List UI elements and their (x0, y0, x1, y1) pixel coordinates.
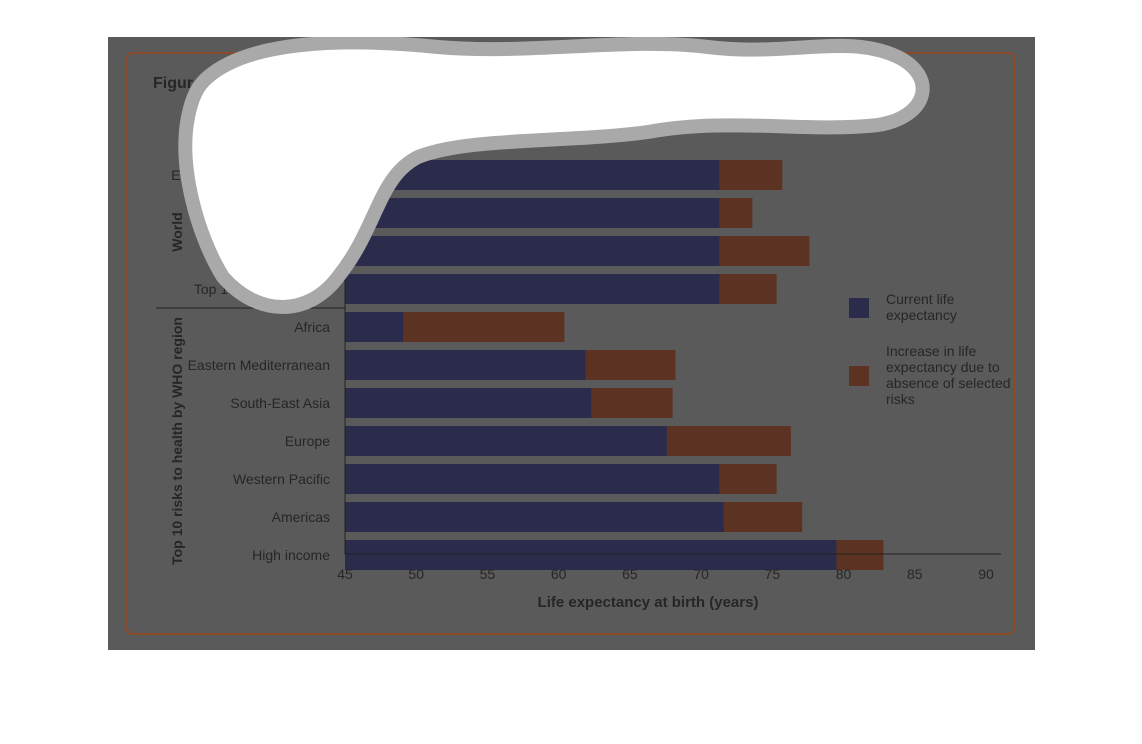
category-label: Western Pacific (233, 471, 330, 487)
bar-increase (719, 160, 783, 190)
category-label: All 24 risks (262, 243, 330, 259)
bar-increase (719, 198, 753, 228)
category-label: Eight cardiovascular risks (171, 167, 330, 183)
category-label: South-East Asia (230, 395, 330, 411)
x-tick-label: 75 (765, 566, 781, 582)
x-tick-label: 60 (551, 566, 567, 582)
bar-increase (719, 236, 810, 266)
bar-increase (591, 388, 673, 418)
bar-current (345, 350, 586, 380)
bar-current (345, 160, 720, 190)
x-tick-label: 85 (907, 566, 923, 582)
x-tick-label: 45 (337, 566, 353, 582)
legend-swatch (849, 366, 869, 386)
bar-current (345, 502, 724, 532)
category-label: Africa (294, 319, 330, 335)
category-label: Eastern Mediterranean (188, 357, 330, 373)
category-label: Top 10 risks by region (194, 281, 330, 297)
bar-current (345, 426, 667, 456)
x-tick-label: 55 (480, 566, 496, 582)
bar-current (345, 388, 592, 418)
x-tick-label: 70 (693, 566, 709, 582)
bar-current (345, 464, 720, 494)
category-label: Seven child risks (225, 205, 330, 221)
bar-current (345, 236, 720, 266)
bar-increase (403, 312, 565, 342)
category-label: Europe (285, 433, 330, 449)
figure-page: Figure 13: Potential gain in life expect… (108, 37, 1035, 650)
x-axis-title: Life expectancy at birth (years) (538, 594, 759, 611)
legend-label: Current life expectancy (886, 291, 957, 323)
group-label: World (169, 212, 185, 251)
category-label: Americas (272, 509, 330, 525)
legend-label: Increase in life expectancy due to absence… (886, 343, 1011, 407)
bar-increase (719, 464, 777, 494)
bar-increase (585, 350, 676, 380)
bar-current (345, 198, 720, 228)
group-label: Top 10 risks to health by WHO region (169, 317, 185, 565)
x-tick-label: 50 (408, 566, 424, 582)
bar-current (345, 274, 720, 304)
x-tick-label: 65 (622, 566, 638, 582)
bar-increase (666, 426, 791, 456)
bar-current (345, 312, 404, 342)
bar-increase (723, 502, 803, 532)
bar-increase (836, 540, 884, 570)
category-label: High income (252, 547, 330, 563)
x-tick-label: 90 (978, 566, 994, 582)
x-tick-label: 80 (836, 566, 852, 582)
bar-current (345, 540, 837, 570)
life-expectancy-chart: Eight cardiovascular risks Seven child ri… (156, 148, 1011, 611)
legend-swatch (849, 298, 869, 318)
bar-increase (719, 274, 777, 304)
